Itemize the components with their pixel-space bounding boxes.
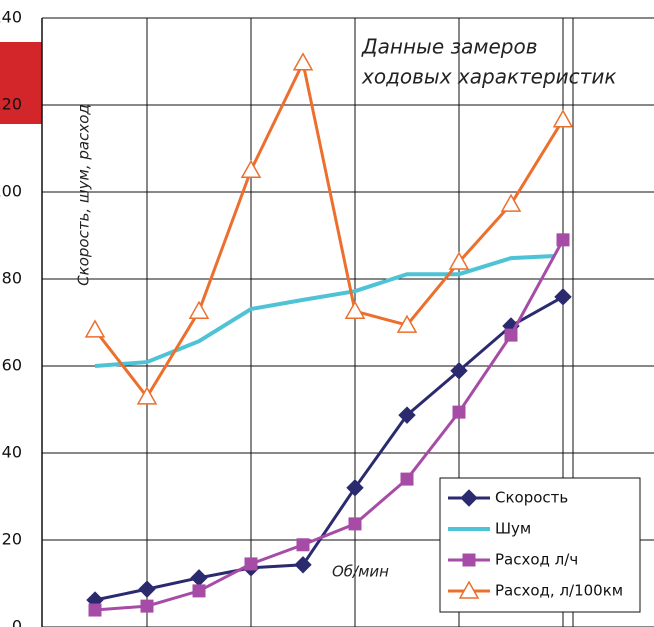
marker xyxy=(500,193,522,212)
marker xyxy=(192,584,206,598)
marker xyxy=(348,517,362,531)
marker xyxy=(296,538,310,552)
marker xyxy=(448,251,470,270)
legend-label: Расход л/ч xyxy=(495,551,578,569)
marker xyxy=(294,556,312,574)
y-tick-label: 120 xyxy=(0,95,22,114)
series-line xyxy=(94,239,565,612)
marker xyxy=(554,288,572,306)
marker xyxy=(556,233,570,247)
y-axis-label: Скорость, шум, расход xyxy=(75,104,93,286)
marker xyxy=(460,489,478,507)
marker xyxy=(138,580,156,598)
chart-title: ходовых характеристик xyxy=(361,65,616,89)
decor-tab xyxy=(0,42,42,124)
legend-label: Расход, л/100км xyxy=(495,582,623,600)
legend-label: Шум xyxy=(495,520,531,538)
marker xyxy=(398,406,416,424)
marker xyxy=(136,386,158,405)
legend-label: Скорость xyxy=(495,489,568,507)
marker xyxy=(450,362,468,380)
marker xyxy=(84,319,106,338)
chart-title: Данные замеров xyxy=(361,35,538,59)
marker xyxy=(504,328,518,342)
series-line xyxy=(94,295,564,602)
y-tick-label: 60 xyxy=(2,356,22,375)
y-tick-label: 0 xyxy=(12,617,22,627)
marker xyxy=(190,569,208,587)
marker xyxy=(400,472,414,486)
y-tick-label: 20 xyxy=(2,530,22,549)
marker xyxy=(396,314,418,333)
marker xyxy=(292,52,314,71)
marker xyxy=(244,557,258,571)
y-tick-label: 80 xyxy=(2,269,22,288)
annotation: Об/мин xyxy=(332,563,389,581)
marker xyxy=(88,603,102,617)
marker xyxy=(344,300,366,319)
series-line xyxy=(93,58,565,400)
y-tick-label: 40 xyxy=(2,443,22,462)
marker xyxy=(462,553,476,567)
marker xyxy=(458,580,480,599)
marker xyxy=(240,159,262,178)
y-tick-label: 100 xyxy=(0,182,22,201)
marker xyxy=(188,300,210,319)
y-tick-label: 140 xyxy=(0,8,22,27)
marker xyxy=(552,109,574,128)
marker xyxy=(140,599,154,613)
marker xyxy=(346,479,364,497)
marker xyxy=(452,405,466,419)
